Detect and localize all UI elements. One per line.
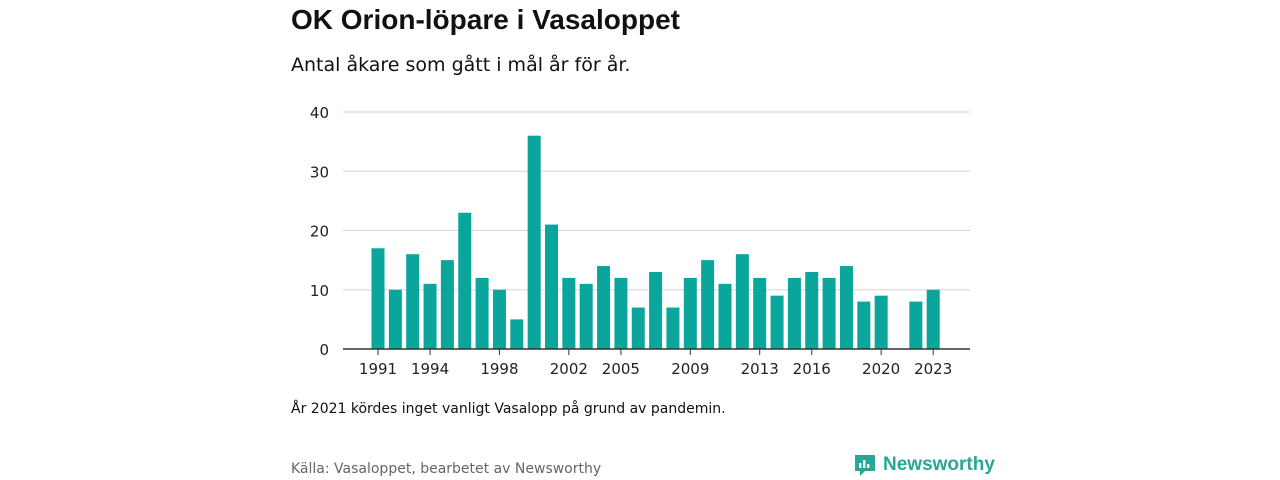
bar-1999 — [510, 319, 524, 349]
bar-2023 — [926, 289, 940, 349]
bar-2005 — [614, 277, 628, 349]
bar-2003 — [579, 283, 593, 349]
bar-2004 — [597, 266, 611, 349]
bar-1993 — [406, 254, 420, 349]
bar-2008 — [666, 307, 680, 349]
x-tick-label: 2002 — [550, 360, 588, 378]
x-tick-label: 1994 — [411, 360, 449, 378]
bar-1994 — [423, 283, 437, 349]
x-tick-label: 2005 — [602, 360, 640, 378]
x-tick-label: 2016 — [793, 360, 831, 378]
axes: 0 10 20 30 40 1991 1994 1998 2002 2005 2009 2013 201… — [310, 104, 970, 378]
bar-2007 — [649, 271, 663, 349]
newsworthy-logo-icon — [855, 455, 875, 476]
bar-1996 — [458, 212, 472, 349]
chart-subtitle: Antal åkare som gått i mål år för år. — [291, 54, 631, 76]
bar-2013 — [753, 277, 767, 349]
bar-2015 — [787, 277, 801, 349]
footnote: År 2021 kördes inget vanligt Vasalopp på… — [291, 401, 726, 417]
bar-2014 — [770, 295, 784, 349]
bar-2006 — [631, 307, 645, 349]
x-tick-label: 2013 — [741, 360, 779, 378]
bar-1998 — [492, 289, 506, 349]
source-text: Källa: Vasaloppet, bearbetet av Newswort… — [291, 461, 602, 477]
bar-2018 — [839, 266, 853, 349]
bar-chart: 0 10 20 30 40 1991 1994 1998 2002 2005 2009 2013 201… — [310, 104, 970, 378]
bar-2020 — [874, 295, 888, 349]
bar-2000 — [527, 135, 541, 349]
x-tick-label: 1998 — [480, 360, 518, 378]
bar-2002 — [562, 277, 576, 349]
bar-2001 — [545, 224, 558, 349]
bar-1991 — [371, 248, 385, 349]
x-tick-label: 1991 — [359, 360, 397, 378]
y-tick-label: 10 — [310, 282, 329, 300]
bar-2012 — [735, 254, 749, 349]
brand-name: Newsworthy — [883, 454, 995, 475]
bar-2017 — [822, 277, 836, 349]
y-tick-label: 20 — [310, 223, 329, 241]
bars — [371, 135, 940, 349]
y-tick-label: 0 — [319, 341, 329, 359]
bar-2016 — [805, 271, 819, 349]
bar-2009 — [683, 277, 697, 349]
chart-title: OK Orion-löpare i Vasaloppet — [291, 4, 680, 35]
bar-2022 — [909, 301, 923, 349]
x-tick-label: 2023 — [914, 360, 952, 378]
y-tick-label: 40 — [310, 104, 329, 122]
x-tick-label: 2009 — [671, 360, 709, 378]
bar-2010 — [701, 260, 715, 349]
bar-1992 — [388, 289, 402, 349]
bar-1997 — [475, 277, 489, 349]
bar-2011 — [718, 283, 732, 349]
grid-lines — [343, 111, 970, 291]
newsworthy-logo[interactable]: Newsworthy — [853, 453, 995, 477]
x-tick-label: 2020 — [862, 360, 900, 378]
bar-2019 — [857, 301, 871, 349]
bar-1995 — [440, 260, 454, 349]
y-tick-label: 30 — [310, 163, 329, 181]
